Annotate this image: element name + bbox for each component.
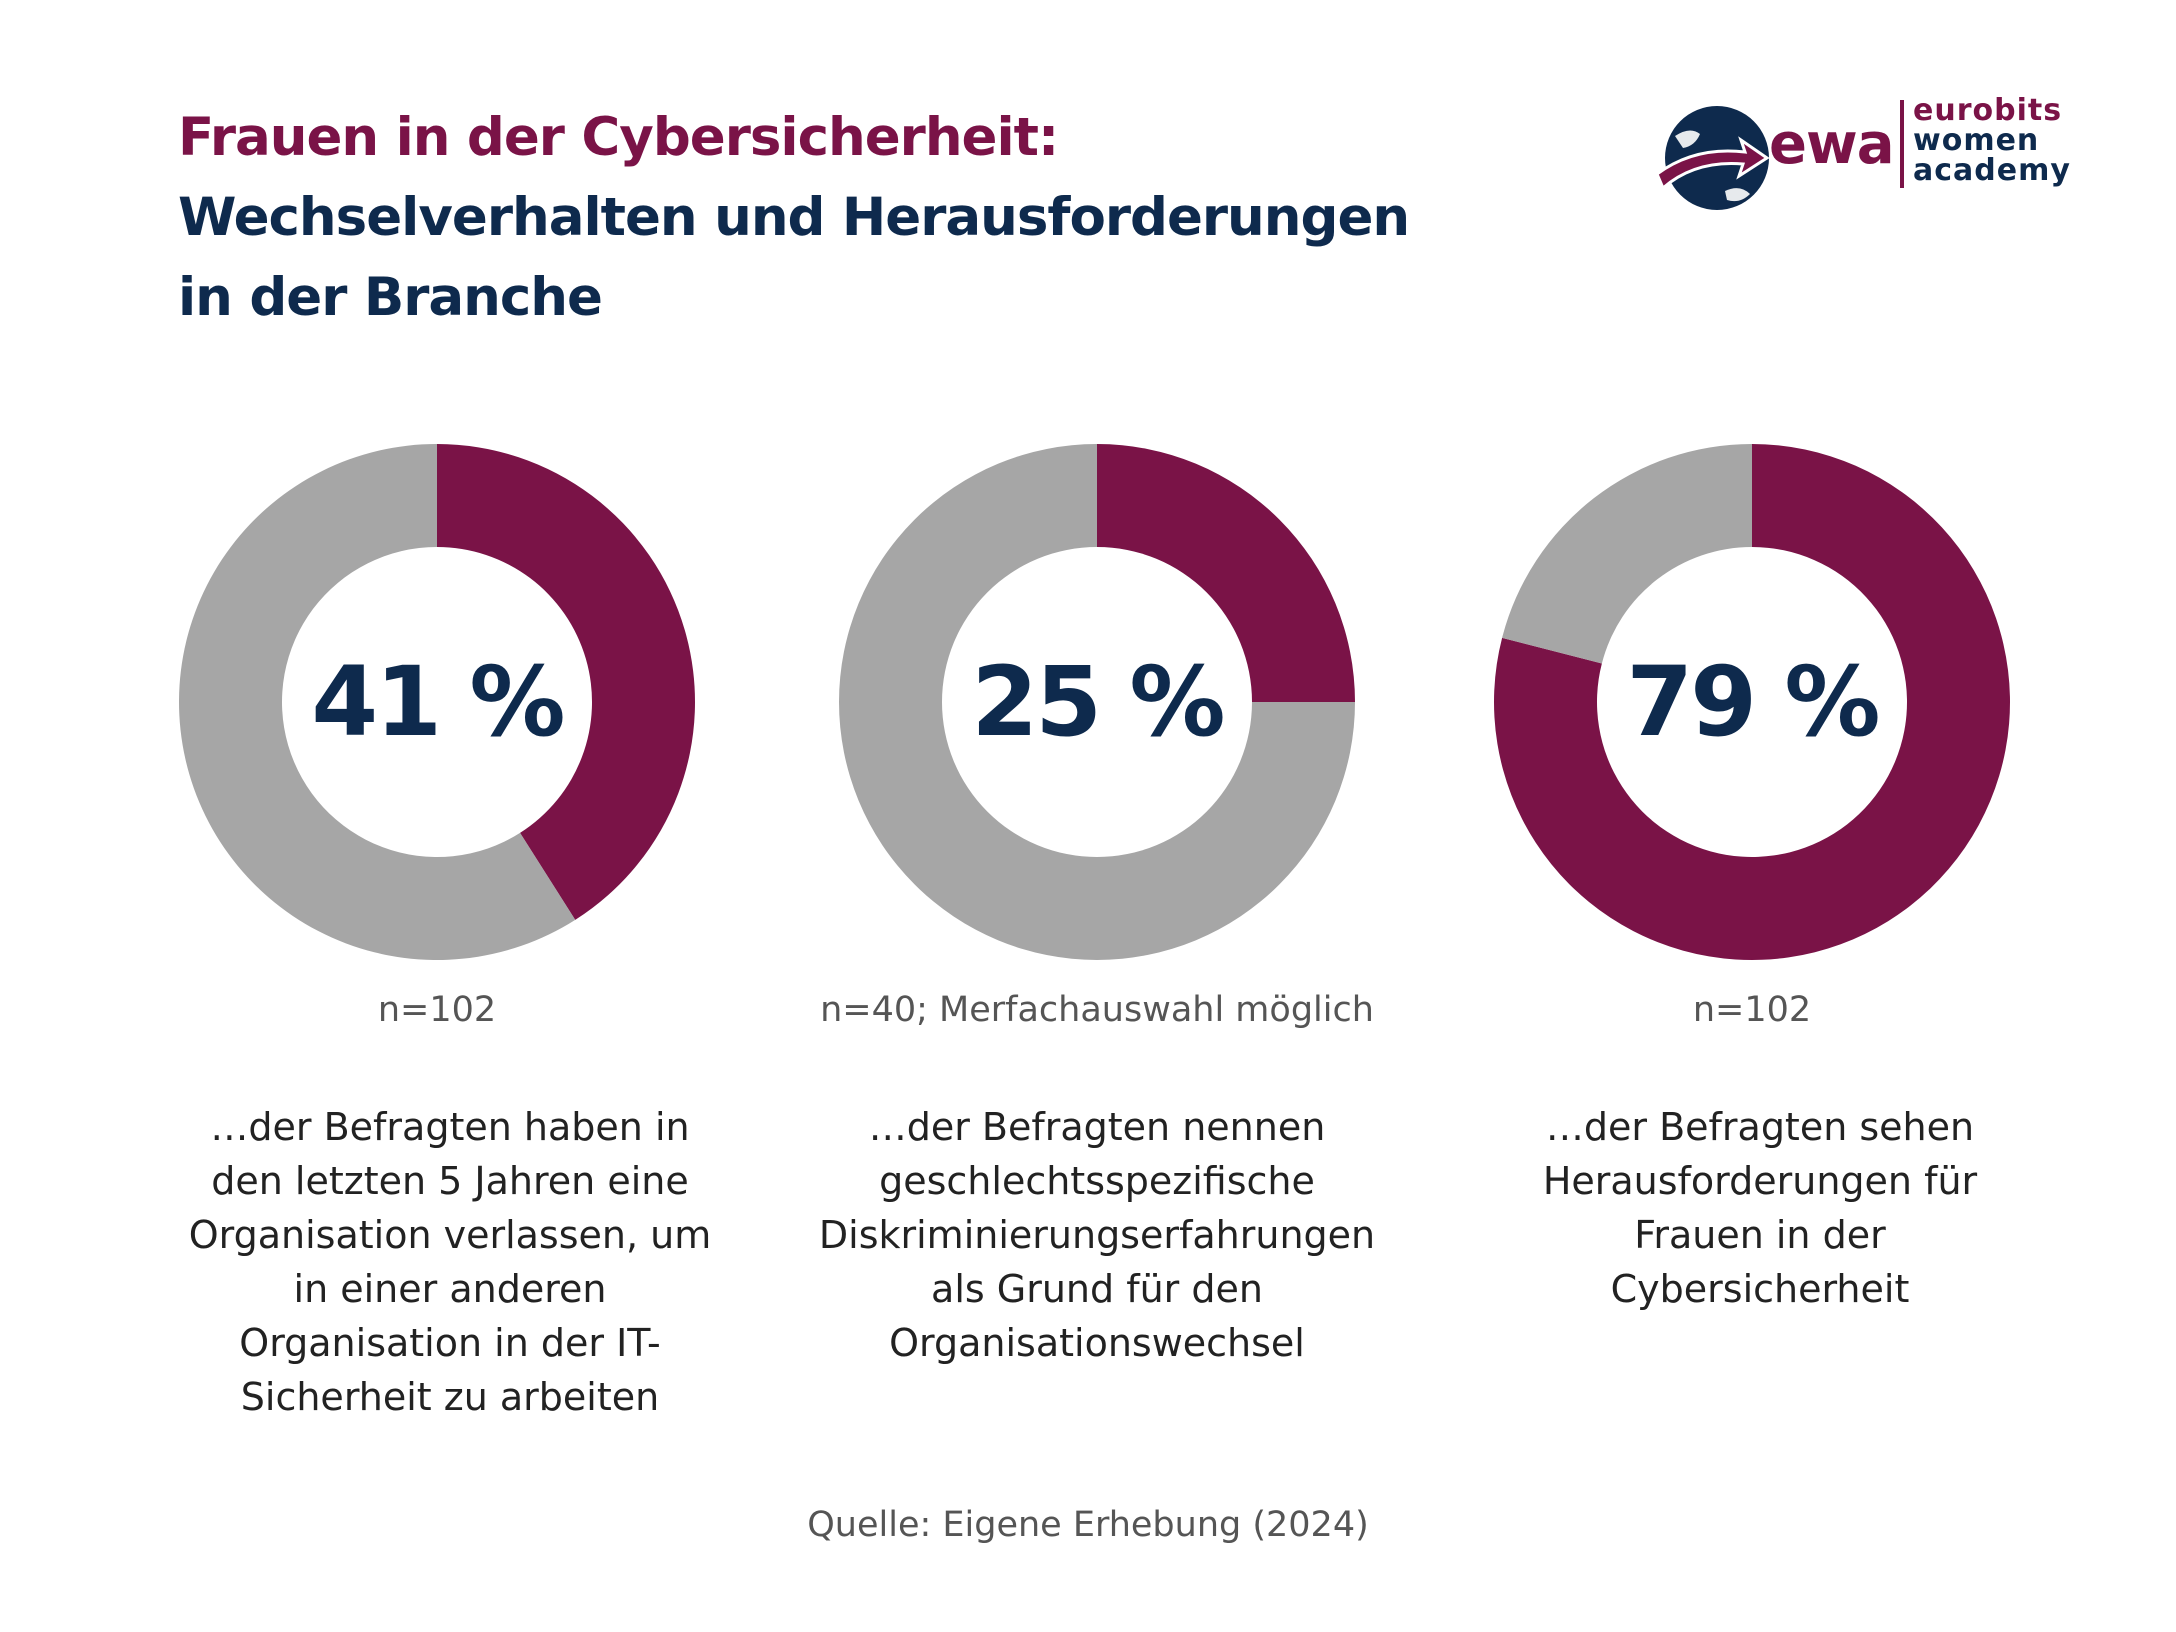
- logo-divider: [1900, 100, 1904, 188]
- donut-value-label-2: 25 %: [971, 646, 1225, 758]
- description-1: …der Befragten haben in den letzten 5 Ja…: [188, 1105, 712, 1419]
- logo-wordmark: eurobits women academy: [1913, 96, 2071, 186]
- sample-size-label-2: n=40; Merfachauswahl möglich: [820, 990, 1374, 1030]
- donut-segment-highlight: [437, 444, 695, 920]
- donut-segment-rest: [1502, 444, 1752, 664]
- source-note: Quelle: Eigene Erhebung (2024): [807, 1505, 1369, 1545]
- sample-size-label-3: n=102: [1692, 990, 1812, 1030]
- donut-value-label-3: 79 %: [1626, 646, 1880, 758]
- title-line-3: in der Branche: [178, 267, 603, 328]
- sample-size-label-1: n=102: [377, 990, 497, 1030]
- donut-chart-3: 79 %: [1492, 442, 2012, 962]
- donut-segment-rest: [178, 444, 576, 960]
- logo-line-2: women: [1913, 123, 2040, 158]
- logo-line-1: eurobits: [1913, 93, 2063, 128]
- logo-mark: ewa: [1769, 112, 1895, 177]
- title-line-2: Wechselverhalten und Herausforderungen: [178, 187, 1410, 248]
- globe-arrow-icon: [1655, 106, 1770, 210]
- donut-svg-3: [1494, 444, 2010, 960]
- donut-segment-highlight: [1494, 444, 2010, 960]
- logo-line-3: academy: [1913, 153, 2071, 188]
- description-3: …der Befragten sehen Herausforderungen f…: [1542, 1105, 1978, 1311]
- title-line-1: Frauen in der Cybersicherheit:: [178, 107, 1059, 168]
- ewa-logo: ewa eurobits women academy: [1655, 96, 2095, 221]
- donut-chart-1: 41 %: [177, 442, 697, 962]
- chart-title: Frauen in der Cybersicherheit: Wechselve…: [178, 98, 1478, 338]
- donut-segment-rest: [839, 444, 1355, 960]
- donut-svg-2: [839, 444, 1355, 960]
- description-2: …der Befragten nennen geschlechtsspezifi…: [818, 1105, 1376, 1365]
- donut-svg-1: [178, 444, 695, 960]
- donut-segment-highlight: [1097, 444, 1355, 702]
- donut-chart-2: 25 %: [837, 442, 1357, 962]
- donut-value-label-1: 41 %: [311, 646, 565, 758]
